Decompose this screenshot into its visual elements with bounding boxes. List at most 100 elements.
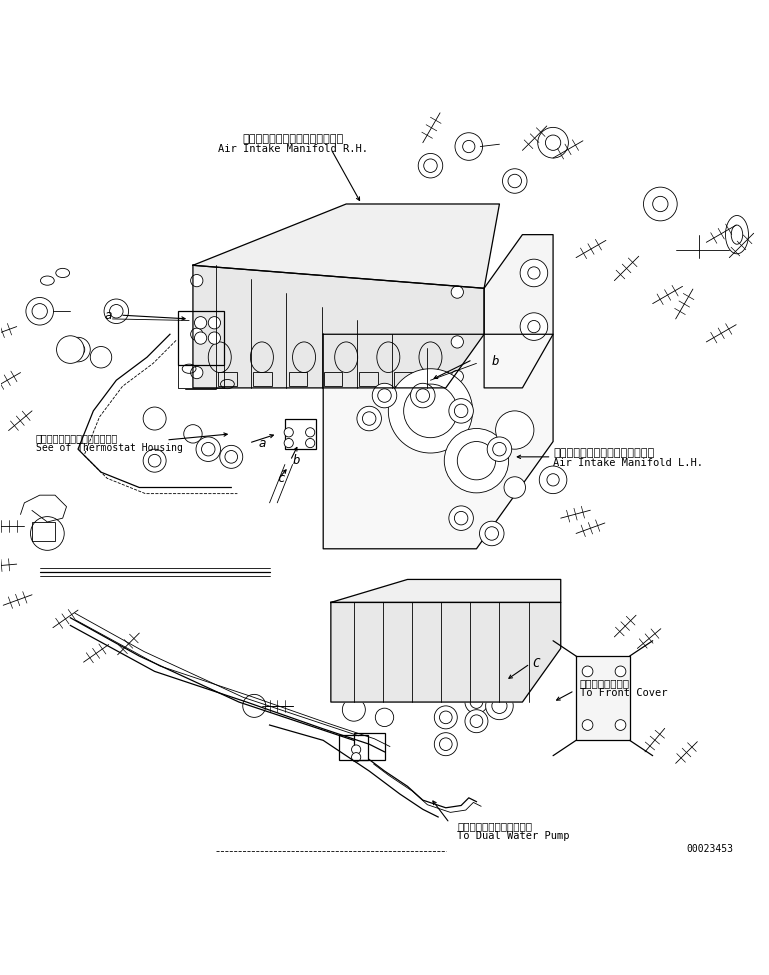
Circle shape: [455, 133, 483, 160]
Bar: [178, 311, 224, 365]
Circle shape: [485, 526, 498, 540]
Circle shape: [220, 446, 243, 468]
Text: a: a: [105, 309, 112, 322]
Polygon shape: [484, 235, 553, 334]
Text: エアーインテークマニホールド右: エアーインテークマニホールド右: [242, 134, 343, 144]
Circle shape: [582, 720, 593, 730]
Circle shape: [66, 337, 90, 362]
Circle shape: [439, 738, 452, 751]
Circle shape: [451, 286, 464, 298]
Polygon shape: [323, 334, 553, 549]
Circle shape: [109, 304, 123, 318]
Circle shape: [449, 506, 474, 530]
Bar: [394, 371, 413, 385]
Circle shape: [418, 153, 443, 178]
Circle shape: [465, 710, 488, 732]
Circle shape: [508, 175, 521, 188]
Circle shape: [454, 512, 468, 525]
Bar: [338, 735, 368, 760]
Circle shape: [424, 159, 438, 173]
Circle shape: [351, 753, 361, 761]
Circle shape: [492, 676, 507, 690]
Circle shape: [528, 267, 540, 279]
Text: 00023453: 00023453: [686, 844, 733, 854]
Circle shape: [458, 442, 495, 480]
Circle shape: [191, 275, 203, 287]
Circle shape: [184, 425, 202, 443]
Circle shape: [32, 303, 48, 319]
Circle shape: [502, 169, 527, 193]
Text: Air Intake Manifold R.H.: Air Intake Manifold R.H.: [218, 144, 368, 154]
Bar: [32, 522, 55, 541]
Circle shape: [362, 411, 376, 425]
Text: b: b: [293, 454, 300, 467]
Circle shape: [372, 383, 397, 408]
Circle shape: [653, 196, 668, 212]
Circle shape: [470, 715, 483, 727]
Circle shape: [463, 140, 475, 153]
Circle shape: [615, 720, 626, 730]
Circle shape: [148, 454, 161, 467]
Circle shape: [480, 522, 504, 546]
Circle shape: [449, 399, 474, 423]
Circle shape: [451, 335, 464, 348]
Circle shape: [439, 711, 452, 723]
Circle shape: [342, 698, 365, 722]
Circle shape: [547, 474, 559, 486]
Circle shape: [208, 317, 221, 329]
Circle shape: [434, 706, 458, 729]
Bar: [430, 371, 448, 385]
Circle shape: [57, 335, 84, 364]
Bar: [288, 371, 307, 385]
Circle shape: [454, 404, 468, 417]
Circle shape: [538, 128, 568, 158]
Circle shape: [196, 437, 221, 461]
Circle shape: [539, 466, 567, 493]
Circle shape: [582, 666, 593, 677]
Circle shape: [411, 383, 435, 408]
Circle shape: [486, 692, 513, 720]
Circle shape: [72, 343, 85, 356]
Text: See of Thermostat Housing: See of Thermostat Housing: [36, 443, 183, 452]
Text: デュアルウォータポンプヘ: デュアルウォータポンプヘ: [458, 821, 532, 831]
Circle shape: [492, 698, 507, 714]
Circle shape: [444, 428, 508, 493]
Circle shape: [90, 346, 112, 368]
Circle shape: [495, 410, 534, 449]
Circle shape: [520, 313, 548, 340]
Circle shape: [528, 321, 540, 332]
Circle shape: [305, 428, 315, 437]
Circle shape: [351, 745, 361, 754]
Circle shape: [416, 389, 430, 403]
Circle shape: [520, 259, 548, 287]
Bar: [218, 371, 237, 385]
Bar: [324, 371, 342, 385]
Circle shape: [470, 696, 483, 709]
Circle shape: [375, 708, 394, 726]
Circle shape: [434, 732, 458, 756]
Polygon shape: [331, 579, 561, 603]
Text: To Dual Water Pump: To Dual Water Pump: [458, 831, 570, 841]
Circle shape: [504, 477, 525, 498]
Circle shape: [31, 517, 65, 550]
Text: b: b: [492, 355, 499, 368]
Circle shape: [104, 299, 128, 324]
Bar: [285, 418, 315, 449]
Circle shape: [284, 428, 293, 437]
Text: エアーインテークマニホールド左: エアーインテークマニホールド左: [553, 448, 654, 458]
Circle shape: [388, 369, 473, 453]
Text: To Front Cover: To Front Cover: [580, 687, 667, 698]
Circle shape: [357, 407, 381, 431]
Circle shape: [644, 187, 677, 221]
Text: Air Intake Manifold L.H.: Air Intake Manifold L.H.: [553, 458, 703, 468]
Text: c: c: [278, 472, 285, 485]
Circle shape: [488, 437, 511, 461]
Circle shape: [191, 367, 203, 378]
Circle shape: [208, 332, 221, 344]
Circle shape: [404, 384, 458, 438]
Circle shape: [451, 370, 464, 382]
Circle shape: [486, 669, 513, 697]
Circle shape: [305, 439, 315, 448]
Circle shape: [143, 407, 166, 430]
Polygon shape: [193, 265, 484, 388]
